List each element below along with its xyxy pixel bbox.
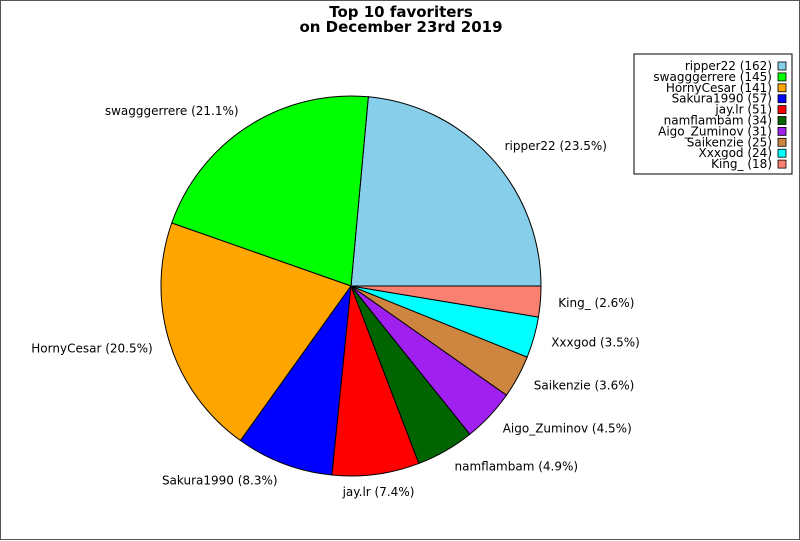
- slice-label-swagggerrere: swagggerrere (21.1%): [105, 104, 239, 118]
- slice-label-jay-lr: jay.lr (7.4%): [342, 485, 415, 499]
- legend-label-sakura1990: Sakura1990 (57): [672, 92, 772, 106]
- slice-king: [350, 285, 542, 318]
- slice-label-saikenzie: Saikenzie (3.6%): [534, 378, 635, 392]
- chart-title-line-2: on December 23rd 2019: [299, 18, 502, 36]
- slice-swagggerrere: [171, 95, 369, 287]
- legend-label-ripper22: ripper22 (162): [685, 59, 772, 73]
- legend-label-king: King_ (18): [711, 157, 772, 171]
- legend-box: [633, 53, 793, 175]
- slice-label-ripper22: ripper22 (23.5%): [505, 139, 607, 153]
- chart-title-line-1: Top 10 favoriters: [329, 3, 473, 21]
- slice-labels: ripper22 (23.5%) swagggerrere (21.1%) Horn…: [31, 104, 640, 499]
- slice-label-sakura1990: Sakura1990 (8.3%): [162, 474, 278, 488]
- legend-swatch-namflambam: [777, 116, 787, 125]
- legend-label-namflambam: namflambam (34): [664, 114, 772, 128]
- pie-slices: [160, 95, 542, 477]
- slice-sakura1990: [239, 284, 352, 476]
- slice-label-aigo-zuminov: Aigo_Zuminov (4.5%): [503, 421, 632, 435]
- slice-label-xxxgod: Xxxgod (3.5%): [551, 335, 640, 349]
- legend: ripper22 (162)swagggerrere (145)HornyCes…: [633, 53, 793, 175]
- legend-swatch-king: [777, 159, 787, 169]
- legend-swatch-swagggerrere: [777, 72, 787, 82]
- legend-label-aigo-zuminov: Aigo_Zuminov (31): [658, 124, 772, 138]
- legend-label-saikenzie: Saikenzie (25): [687, 135, 772, 149]
- legend-label-xxxgod: Xxxgod (24): [699, 146, 772, 160]
- legend-label-swagggerrere: swagggerrere (145): [653, 70, 772, 84]
- legend-swatch-hornycesar: [777, 83, 787, 93]
- slice-label-namflambam: namflambam (4.9%): [455, 459, 579, 473]
- legend-swatch-ripper22: [777, 61, 787, 71]
- slice-hornycesar: [160, 222, 352, 442]
- slice-label-king: King_ (2.6%): [558, 296, 634, 310]
- legend-swatch-sakura1990: [777, 94, 787, 104]
- slice-label-hornycesar: HornyCesar (20.5%): [31, 342, 152, 356]
- legend-swatch-saikenzie: [777, 137, 787, 147]
- legend-swatch-jay-lr: [777, 105, 787, 114]
- legend-label-hornycesar: HornyCesar (141): [666, 81, 772, 95]
- slice-ripper22: [350, 96, 542, 287]
- legend-label-jay-lr: jay.lr (51): [714, 103, 772, 117]
- legend-swatch-xxxgod: [777, 148, 787, 158]
- legend-swatch-aigo-zuminov: [777, 127, 787, 136]
